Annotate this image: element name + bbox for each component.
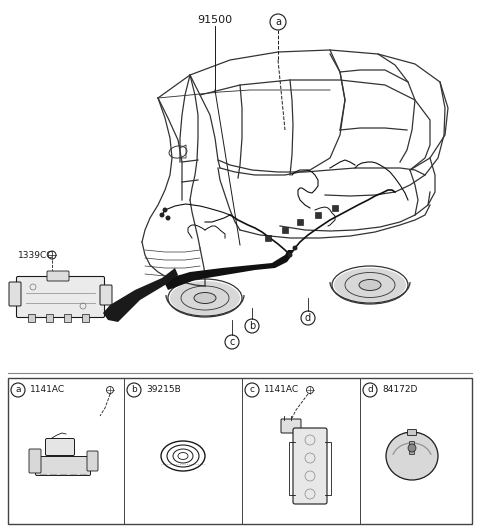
Text: d: d bbox=[305, 313, 311, 323]
FancyBboxPatch shape bbox=[408, 430, 417, 435]
Bar bbox=[64, 314, 71, 322]
Bar bbox=[315, 212, 321, 218]
FancyBboxPatch shape bbox=[29, 449, 41, 473]
FancyBboxPatch shape bbox=[36, 457, 91, 475]
Bar bbox=[46, 314, 53, 322]
Circle shape bbox=[159, 212, 165, 218]
Text: c: c bbox=[229, 337, 235, 347]
Text: b: b bbox=[249, 321, 255, 331]
FancyBboxPatch shape bbox=[16, 277, 105, 318]
Text: d: d bbox=[367, 386, 373, 395]
Text: 1141AC: 1141AC bbox=[30, 386, 65, 395]
Text: a: a bbox=[275, 17, 281, 27]
Ellipse shape bbox=[194, 293, 216, 304]
Circle shape bbox=[408, 444, 416, 452]
Bar bbox=[332, 205, 338, 211]
Ellipse shape bbox=[334, 268, 406, 302]
FancyBboxPatch shape bbox=[46, 439, 74, 456]
Bar bbox=[8, 378, 472, 524]
Ellipse shape bbox=[386, 432, 438, 480]
Bar bbox=[282, 227, 288, 233]
Text: 39215B: 39215B bbox=[146, 386, 181, 395]
Circle shape bbox=[166, 216, 170, 220]
Bar bbox=[28, 314, 35, 322]
FancyBboxPatch shape bbox=[409, 441, 415, 455]
Circle shape bbox=[163, 208, 168, 212]
Text: 1339CC: 1339CC bbox=[18, 251, 53, 260]
FancyBboxPatch shape bbox=[87, 451, 98, 471]
Text: c: c bbox=[250, 386, 254, 395]
Text: 91500: 91500 bbox=[197, 15, 233, 25]
Ellipse shape bbox=[170, 281, 240, 315]
Circle shape bbox=[288, 253, 292, 258]
Bar bbox=[82, 314, 89, 322]
Circle shape bbox=[292, 245, 298, 251]
Text: 1141AC: 1141AC bbox=[264, 386, 299, 395]
FancyBboxPatch shape bbox=[281, 419, 301, 433]
FancyBboxPatch shape bbox=[9, 282, 21, 306]
Ellipse shape bbox=[359, 279, 381, 290]
Polygon shape bbox=[163, 250, 293, 290]
Bar bbox=[265, 235, 271, 241]
Text: 84172D: 84172D bbox=[382, 386, 418, 395]
FancyBboxPatch shape bbox=[47, 271, 69, 281]
Polygon shape bbox=[103, 268, 178, 322]
Text: b: b bbox=[131, 386, 137, 395]
FancyBboxPatch shape bbox=[100, 285, 112, 305]
Text: a: a bbox=[15, 386, 21, 395]
FancyBboxPatch shape bbox=[293, 428, 327, 504]
Bar bbox=[297, 219, 303, 225]
